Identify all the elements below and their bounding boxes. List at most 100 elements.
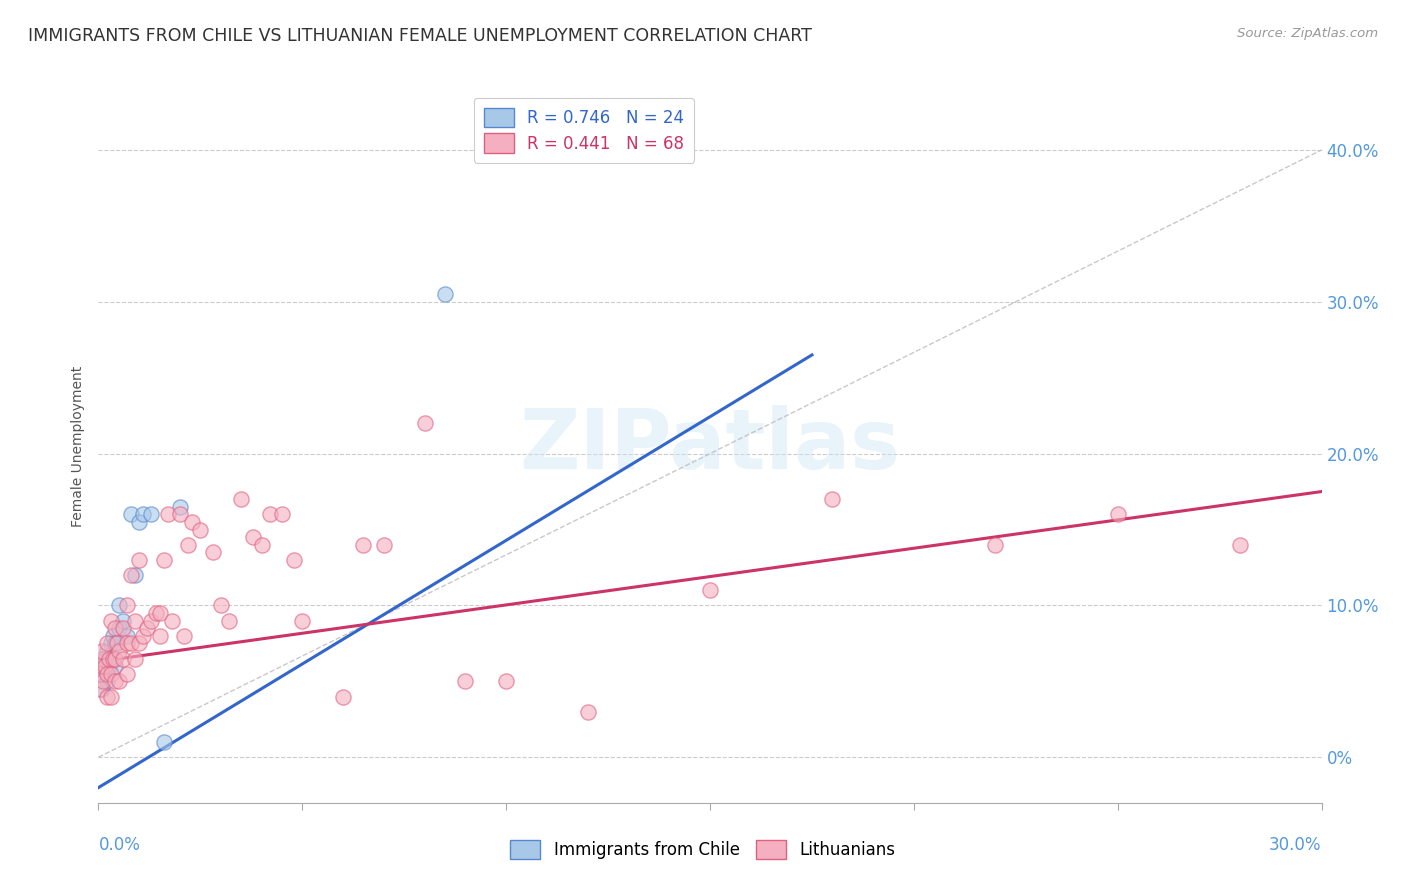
Point — [242, 530, 264, 544]
Point — [141, 614, 163, 628]
Point — [115, 599, 138, 613]
Point — [91, 651, 114, 665]
Point — [821, 492, 844, 507]
Point — [111, 621, 134, 635]
Point — [149, 606, 172, 620]
Point — [96, 690, 118, 704]
Point — [181, 515, 204, 529]
Point — [218, 614, 240, 628]
Point — [231, 492, 253, 507]
Point — [104, 659, 127, 673]
Point — [115, 666, 138, 681]
Point — [270, 508, 294, 522]
Text: 0.0%: 0.0% — [98, 836, 141, 855]
Point — [96, 636, 118, 650]
Point — [108, 644, 131, 658]
Point — [132, 508, 155, 522]
Point — [108, 621, 131, 635]
Point — [984, 538, 1007, 552]
Point — [132, 629, 155, 643]
Point — [93, 651, 115, 665]
Point — [177, 538, 200, 552]
Point — [156, 508, 179, 522]
Point — [188, 523, 212, 537]
Point — [111, 651, 134, 665]
Text: 30.0%: 30.0% — [1270, 836, 1322, 855]
Point — [96, 644, 118, 658]
Point — [108, 674, 131, 689]
Point — [91, 674, 114, 689]
Point — [169, 500, 191, 514]
Point — [97, 651, 120, 665]
Point — [120, 568, 142, 582]
Point — [160, 614, 183, 628]
Point — [124, 568, 146, 582]
Point — [91, 644, 114, 658]
Point — [1229, 538, 1251, 552]
Point — [373, 538, 395, 552]
Text: IMMIGRANTS FROM CHILE VS LITHUANIAN FEMALE UNEMPLOYMENT CORRELATION CHART: IMMIGRANTS FROM CHILE VS LITHUANIAN FEMA… — [28, 27, 813, 45]
Point — [100, 614, 122, 628]
Point — [173, 629, 195, 643]
Point — [413, 416, 436, 430]
Point — [283, 553, 305, 567]
Point — [96, 674, 118, 689]
Y-axis label: Female Unemployment: Female Unemployment — [72, 366, 86, 526]
Point — [201, 545, 224, 559]
Point — [332, 690, 354, 704]
Point — [100, 651, 122, 665]
Point — [141, 508, 163, 522]
Point — [250, 538, 273, 552]
Point — [149, 629, 172, 643]
Point — [115, 636, 138, 650]
Point — [100, 666, 122, 681]
Point — [111, 614, 134, 628]
Point — [136, 621, 159, 635]
Point — [169, 508, 191, 522]
Point — [1107, 508, 1129, 522]
Point — [97, 659, 120, 673]
Point — [128, 515, 150, 529]
Point — [454, 674, 477, 689]
Point — [104, 636, 127, 650]
Point — [90, 659, 112, 673]
Point — [120, 636, 142, 650]
Point — [100, 636, 122, 650]
Point — [91, 681, 114, 696]
Text: Source: ZipAtlas.com: Source: ZipAtlas.com — [1237, 27, 1378, 40]
Point — [120, 508, 142, 522]
Legend: R = 0.746   N = 24, R = 0.441   N = 68: R = 0.746 N = 24, R = 0.441 N = 68 — [474, 97, 695, 162]
Point — [89, 666, 111, 681]
Text: ZIPatlas: ZIPatlas — [520, 406, 900, 486]
Point — [699, 583, 721, 598]
Point — [91, 659, 114, 673]
Point — [352, 538, 374, 552]
Point — [115, 629, 138, 643]
Point — [100, 690, 122, 704]
Point — [105, 636, 128, 650]
Point — [89, 681, 111, 696]
Point — [128, 636, 150, 650]
Point — [259, 508, 281, 522]
Point — [152, 735, 174, 749]
Point — [145, 606, 167, 620]
Point — [576, 705, 599, 719]
Point — [209, 599, 232, 613]
Point — [104, 621, 127, 635]
Point — [291, 614, 314, 628]
Point — [128, 553, 150, 567]
Point — [96, 666, 118, 681]
Point — [124, 614, 146, 628]
Point — [93, 659, 115, 673]
Point — [89, 666, 111, 681]
Point — [124, 651, 146, 665]
Point — [434, 287, 457, 301]
Point — [101, 629, 124, 643]
Point — [152, 553, 174, 567]
Point — [104, 651, 127, 665]
Point — [101, 651, 124, 665]
Legend: Immigrants from Chile, Lithuanians: Immigrants from Chile, Lithuanians — [503, 833, 903, 866]
Point — [108, 599, 131, 613]
Point — [104, 674, 127, 689]
Point — [495, 674, 517, 689]
